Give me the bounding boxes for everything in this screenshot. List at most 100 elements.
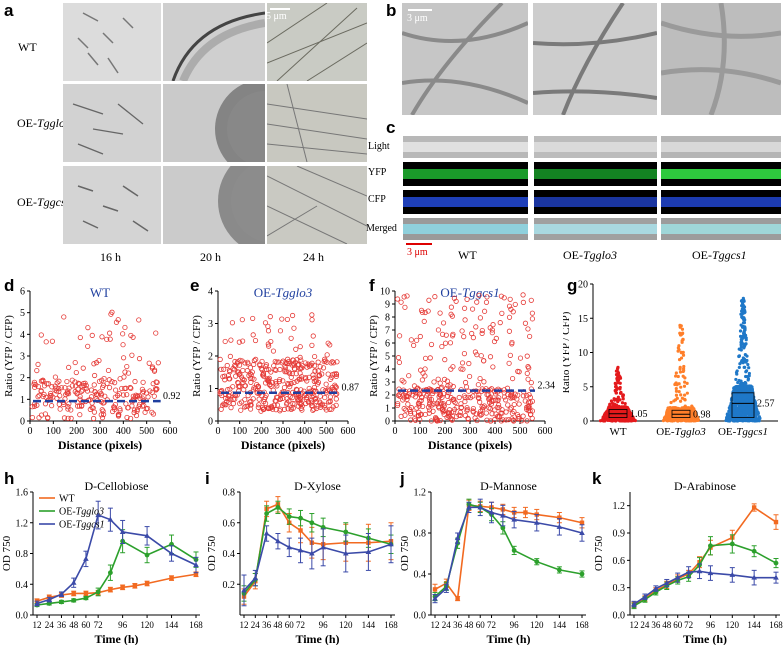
scatter-point: [449, 313, 456, 319]
scatter-point: [61, 314, 67, 320]
group-point: [693, 414, 698, 418]
chart-title: WT: [90, 285, 110, 300]
scatter-point: [394, 402, 401, 409]
scatter-point: [511, 394, 517, 400]
data-point: [773, 574, 779, 580]
y-tick-label: 5: [385, 352, 390, 363]
scatter-point: [490, 364, 496, 370]
y-tick-label: 0.0: [613, 611, 626, 622]
scatter-point: [112, 402, 118, 408]
group-label: WT: [609, 426, 626, 438]
scatter-point: [56, 378, 62, 384]
scatter-point: [92, 389, 98, 395]
scatter-point: [120, 355, 127, 361]
scatter-point: [265, 405, 271, 411]
scatter-point: [402, 412, 408, 418]
scatter-point: [395, 355, 402, 361]
scatter-point: [481, 358, 487, 364]
scatter-point: [77, 334, 83, 341]
group-point: [738, 329, 743, 333]
x-tick-label: 60: [285, 620, 295, 630]
scatter-point: [529, 316, 536, 322]
group-point: [671, 406, 675, 410]
scatter-point: [31, 379, 38, 385]
data-point: [751, 574, 757, 580]
scatter-point: [108, 311, 114, 317]
x-tick-label: 96: [118, 620, 128, 630]
scatter-point: [331, 360, 337, 366]
scatter-point: [318, 402, 324, 408]
x-tick-label: 100: [232, 426, 247, 437]
scatter-point: [235, 380, 241, 386]
scatter-point: [313, 378, 319, 384]
group-point: [742, 311, 746, 315]
group-point: [668, 408, 672, 413]
group-point: [736, 419, 740, 423]
x-tick-label: 200: [438, 426, 453, 437]
a-time-20h: 20 h: [200, 250, 221, 264]
scatter-point: [479, 411, 485, 417]
scatter-point: [470, 335, 476, 341]
scatter-point: [258, 408, 264, 414]
scatter-point: [80, 365, 86, 371]
scatter-point: [111, 404, 118, 411]
scatter-point: [501, 295, 507, 301]
scatter-point: [425, 308, 431, 314]
scatter-point: [452, 406, 458, 413]
y-tick-label: 4: [20, 330, 25, 341]
group-point: [754, 411, 758, 415]
group-point: [746, 378, 750, 382]
data-point: [642, 593, 648, 599]
scatter-point: [45, 381, 52, 387]
scatter-point: [262, 394, 268, 401]
x-tick-label: 72: [487, 620, 496, 630]
y-tick-label: 3: [208, 319, 213, 330]
scatter-point: [445, 413, 451, 419]
scatter-point: [240, 338, 246, 344]
x-tick-label: 48: [273, 620, 283, 630]
group-point: [741, 356, 745, 360]
group-point: [626, 419, 630, 423]
scatter-point: [279, 360, 285, 366]
scatter-point: [476, 292, 482, 298]
scatter-point: [228, 405, 234, 411]
y-tick-label: 0.8: [223, 488, 236, 499]
group-point: [683, 380, 687, 384]
scatter-point: [408, 405, 415, 411]
scatter-point: [509, 410, 515, 416]
group-points: [724, 296, 762, 423]
scatter-point: [317, 364, 323, 370]
scatter-point: [96, 378, 103, 384]
group-point: [614, 373, 619, 377]
group-point: [742, 298, 746, 302]
scatter-point: [124, 363, 130, 370]
data-point: [144, 532, 150, 538]
scatter-point: [274, 395, 281, 401]
scatter-point: [266, 375, 272, 381]
data-point: [71, 591, 76, 596]
x-tick-label: 12: [33, 620, 42, 630]
scatter-point: [437, 380, 443, 386]
scatter-point: [225, 396, 231, 402]
group-point: [627, 408, 631, 412]
scatter-point: [89, 400, 95, 406]
x-tick-label: 400: [488, 426, 503, 437]
x-axis-label: Distance (pixels): [241, 438, 325, 452]
scatter-point: [408, 411, 414, 417]
scatter-point: [109, 379, 115, 385]
scatter-point: [151, 368, 158, 374]
scatter-points: [29, 309, 161, 422]
scatter-point: [511, 408, 517, 415]
data-point: [455, 596, 460, 601]
scatter-point: [458, 401, 464, 407]
scatter-point: [420, 403, 426, 410]
micrograph-a-wt-24h: [267, 3, 367, 81]
scatter-point: [488, 418, 494, 424]
micrograph-b-tggcs1: [661, 3, 781, 115]
scatter-point: [415, 400, 422, 406]
scatter-point: [76, 403, 83, 409]
group-point: [677, 348, 681, 352]
data-point: [674, 574, 681, 580]
scatter-point: [43, 339, 49, 345]
scatter-point: [477, 399, 483, 405]
